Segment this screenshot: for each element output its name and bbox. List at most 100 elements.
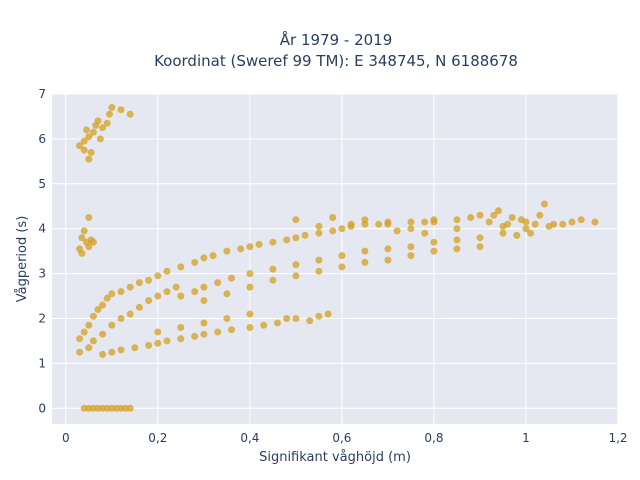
data-point-0-22 xyxy=(106,110,113,118)
data-point-0-121 xyxy=(117,346,125,354)
data-point-0-20 xyxy=(99,124,107,132)
data-point-0-13 xyxy=(85,133,93,141)
data-point-0-36 xyxy=(78,249,86,257)
data-point-0-11 xyxy=(76,142,84,150)
data-point-0-167 xyxy=(540,200,548,208)
data-point-0-119 xyxy=(99,350,107,358)
data-point-0-117 xyxy=(453,245,461,253)
data-point-0-126 xyxy=(177,335,185,343)
data-point-0-40 xyxy=(85,321,93,329)
data-point-0-125 xyxy=(163,337,171,345)
data-point-0-70 xyxy=(255,240,263,248)
data-point-0-66 xyxy=(209,252,217,260)
data-point-0-127 xyxy=(191,332,199,340)
data-point-0-24 xyxy=(117,106,125,114)
data-points xyxy=(76,104,599,412)
data-point-0-170 xyxy=(559,220,567,228)
data-point-0-45 xyxy=(108,290,116,298)
data-point-0-39 xyxy=(80,328,88,336)
data-point-0-53 xyxy=(117,315,125,322)
data-point-0-120 xyxy=(108,348,116,356)
data-point-0-123 xyxy=(145,341,153,349)
data-point-0-61 xyxy=(154,272,162,280)
data-point-0-171 xyxy=(568,218,576,226)
gridlines xyxy=(52,93,619,424)
data-point-0-75 xyxy=(315,229,323,237)
data-point-0-32 xyxy=(85,214,93,221)
data-point-0-144 xyxy=(292,216,300,224)
data-point-0-149 xyxy=(384,218,392,226)
plot-area xyxy=(52,94,618,424)
data-point-0-50 xyxy=(89,337,97,345)
data-point-0-111 xyxy=(315,267,323,275)
data-point-0-98 xyxy=(361,247,369,255)
data-point-0-16 xyxy=(89,128,97,136)
data-point-0-153 xyxy=(430,216,438,224)
data-point-0-146 xyxy=(329,214,337,221)
data-point-0-10 xyxy=(126,404,134,412)
data-point-0-113 xyxy=(361,258,369,266)
x-tick-label-4: 0,8 xyxy=(424,431,443,445)
y-tick-label-1: 1 xyxy=(38,356,46,370)
data-point-0-56 xyxy=(145,297,153,304)
data-point-0-71 xyxy=(269,238,277,246)
data-point-0-161 xyxy=(513,231,521,239)
data-point-0-86 xyxy=(467,214,475,221)
data-point-0-169 xyxy=(550,220,558,228)
data-point-0-35 xyxy=(89,238,97,246)
data-point-0-172 xyxy=(577,216,585,224)
data-point-0-77 xyxy=(338,225,346,233)
data-point-0-64 xyxy=(191,258,199,266)
data-point-0-147 xyxy=(347,220,355,228)
data-point-0-143 xyxy=(154,328,162,336)
data-point-0-85 xyxy=(453,216,461,224)
data-point-0-21 xyxy=(103,119,111,127)
data-point-0-15 xyxy=(85,155,93,163)
data-point-0-83 xyxy=(421,218,429,226)
data-point-0-58 xyxy=(163,288,171,296)
y-tick-label-5: 5 xyxy=(38,177,46,191)
data-point-0-48 xyxy=(135,279,143,287)
data-point-0-163 xyxy=(522,218,530,226)
data-point-0-137 xyxy=(315,312,323,320)
data-point-0-94 xyxy=(269,265,277,273)
data-point-0-41 xyxy=(89,312,97,320)
x-axis-ticks: 0 0,2 0,4 0,6 0,8 1 1,2 xyxy=(62,431,628,445)
data-point-0-115 xyxy=(407,252,415,260)
data-point-0-69 xyxy=(246,243,254,251)
data-point-0-33 xyxy=(85,243,93,251)
y-axis-title: Vågperiod (s) xyxy=(15,216,30,303)
data-point-0-23 xyxy=(108,104,116,111)
y-tick-label-2: 2 xyxy=(38,311,46,325)
data-point-0-92 xyxy=(228,274,235,282)
data-point-0-14 xyxy=(87,148,95,156)
data-point-0-91 xyxy=(214,279,222,287)
y-tick-label-0: 0 xyxy=(38,401,46,415)
x-tick-label-1: 0,2 xyxy=(148,431,167,445)
data-point-0-29 xyxy=(78,234,86,242)
data-point-0-47 xyxy=(126,283,134,291)
data-point-0-89 xyxy=(191,288,199,296)
data-point-0-136 xyxy=(306,317,314,325)
data-point-0-68 xyxy=(237,245,245,253)
data-point-0-25 xyxy=(126,110,134,118)
data-point-0-80 xyxy=(375,220,383,228)
data-point-0-63 xyxy=(177,263,185,271)
data-point-0-118 xyxy=(476,243,484,251)
data-point-0-19 xyxy=(96,135,104,143)
data-point-0-96 xyxy=(315,256,323,264)
data-point-0-105 xyxy=(522,225,530,233)
data-point-0-59 xyxy=(172,283,180,291)
data-point-0-141 xyxy=(177,324,185,331)
data-point-0-173 xyxy=(591,218,599,226)
data-point-0-67 xyxy=(223,247,231,255)
data-point-0-166 xyxy=(536,211,544,219)
data-point-0-72 xyxy=(283,236,291,244)
data-point-0-164 xyxy=(527,229,535,237)
data-point-0-139 xyxy=(223,315,231,322)
data-point-0-37 xyxy=(76,348,84,356)
data-point-0-74 xyxy=(301,231,309,239)
x-axis-title: Signifikant våghöjd (m) xyxy=(259,450,411,465)
data-point-0-135 xyxy=(292,315,300,322)
data-point-0-114 xyxy=(384,256,392,264)
